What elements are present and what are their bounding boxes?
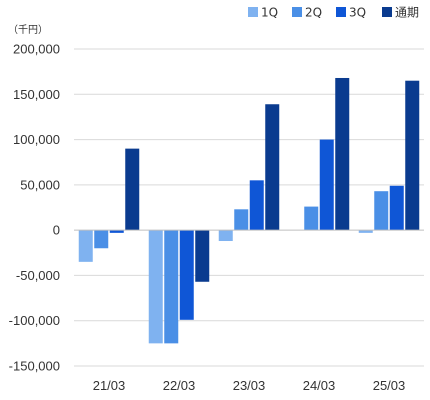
legend-swatch-1Q [248,7,258,17]
bar-22-03-1Q [148,230,163,344]
y-tick-label: -50,000 [16,268,60,283]
legend-label-3Q: 3Q [349,6,366,20]
y-axis-ticks: 200,000 150,000 100,000 50,000 0 -50,000 -100,… [9,42,60,374]
x-category-label: 23/03 [233,378,266,393]
bar-22-03-2Q [164,230,179,344]
bar-21-03-通期 [125,148,140,231]
bar-23-03-3Q [249,180,264,231]
bar-21-03-2Q [94,230,109,249]
unit-label: （千円） [8,24,48,36]
x-category-label: 25/03 [373,378,406,393]
bar-21-03-3Q [109,230,124,233]
x-category-label: 24/03 [303,378,336,393]
y-tick-label: 100,000 [13,132,60,147]
bar-25-03-1Q [358,230,373,233]
y-tick-label: 50,000 [20,177,60,192]
legend: 1Q 2Q 3Q 通期 [248,6,419,20]
bar-21-03-1Q [78,230,93,262]
bar-23-03-2Q [234,209,249,231]
legend-label-通期: 通期 [395,6,419,20]
bar-22-03-3Q [179,230,194,320]
legend-swatch-2Q [292,7,302,17]
bar-25-03-2Q [374,191,389,231]
y-tick-label: 0 [53,223,60,238]
bar-23-03-通期 [265,104,280,231]
bar-22-03-通期 [195,230,210,282]
bars [78,77,420,344]
y-tick-label: 200,000 [13,42,60,57]
legend-label-2Q: 2Q [305,6,322,20]
x-axis-categories: 21/03 22/03 23/03 24/03 25/03 [93,378,406,393]
legend-swatch-通期 [382,7,392,17]
y-tick-label: -100,000 [9,313,60,328]
bar-24-03-2Q [304,206,319,231]
bar-24-03-通期 [335,77,350,231]
y-tick-label: 150,000 [13,87,60,102]
legend-swatch-3Q [336,7,346,17]
bar-25-03-3Q [389,185,404,231]
y-tick-label: -150,000 [9,359,60,374]
bar-23-03-1Q [218,230,233,242]
x-category-label: 21/03 [93,378,126,393]
bar-24-03-3Q [319,139,334,231]
legend-label-1Q: 1Q [261,6,278,20]
bar-25-03-通期 [405,80,420,231]
x-category-label: 22/03 [163,378,196,393]
